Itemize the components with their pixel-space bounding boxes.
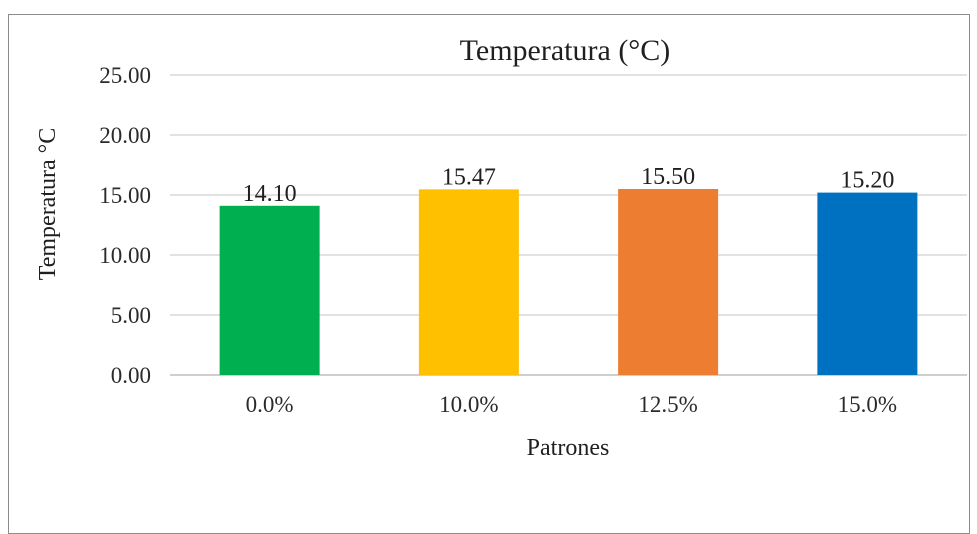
bar: [817, 192, 918, 375]
bar: [418, 189, 519, 375]
y-tick-label: 25.00: [99, 63, 151, 88]
x-tick-label: 0.0%: [246, 392, 294, 417]
data-label: 15.47: [442, 164, 496, 190]
x-tick-label: 12.5%: [638, 392, 697, 417]
y-tick-label: 15.00: [99, 183, 151, 208]
y-axis-label: Temperatura °C: [35, 128, 61, 281]
x-axis-label: Patrones: [527, 435, 610, 461]
y-tick-label: 0.00: [111, 363, 151, 388]
x-tick-label: 10.0%: [439, 392, 498, 417]
bars: [219, 189, 918, 375]
x-tick-label: 15.0%: [838, 392, 897, 417]
bar: [219, 205, 320, 375]
bar: [618, 189, 719, 375]
y-tick-label: 10.00: [99, 243, 151, 268]
x-tick-labels: 0.0% 10.0% 12.5% 15.0%: [246, 392, 897, 417]
data-label: 15.20: [840, 168, 894, 194]
y-tick-labels: 0.00 5.00 10.00 15.00 20.00 25.00: [99, 63, 151, 388]
chart-title: Temperatura (°C): [460, 34, 671, 67]
data-label: 14.10: [243, 181, 297, 207]
data-labels: 14.10 15.47 15.50 15.20: [243, 164, 895, 207]
y-tick-label: 20.00: [99, 123, 151, 148]
y-tick-label: 5.00: [111, 303, 151, 328]
data-label: 15.50: [641, 164, 695, 190]
